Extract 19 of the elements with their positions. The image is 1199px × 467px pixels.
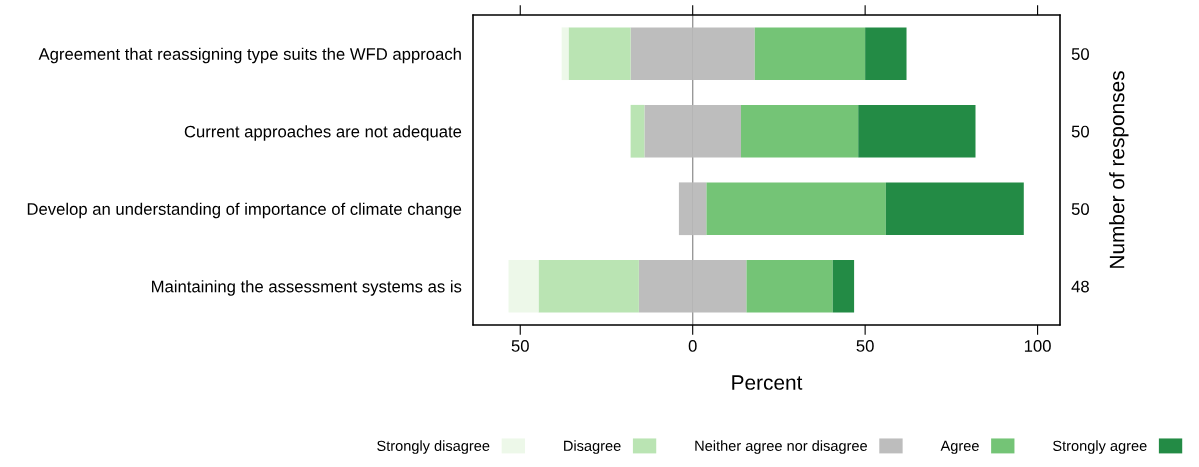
x-tick-label: 0 bbox=[688, 340, 697, 352]
legend-label: Strongly agree bbox=[1053, 440, 1147, 454]
y-tick-label: Maintaining the assessment systems as is bbox=[152, 280, 462, 296]
legend-label: Disagree bbox=[564, 440, 621, 454]
y2-tick-label: 48 bbox=[1071, 280, 1089, 293]
x-tick-label: 100 bbox=[1024, 340, 1051, 352]
legend-label: Neither agree nor disagree bbox=[695, 440, 867, 454]
y2-tick-label: 50 bbox=[1071, 48, 1089, 60]
y2-tick-label: 50 bbox=[1071, 203, 1089, 215]
x-tick-label: 50 bbox=[856, 340, 874, 352]
y-tick-label: Develop an understanding of importance of climate change bbox=[27, 202, 462, 219]
x-axis-title: Percent bbox=[732, 375, 803, 390]
legend-label: Strongly disagree bbox=[377, 440, 490, 454]
legend-label: Agree bbox=[940, 440, 979, 454]
y2-tick-label: 50 bbox=[1071, 125, 1089, 138]
y-tick-label: Current approaches are not adequate bbox=[184, 125, 462, 141]
y-tick-label: Agreement that reassigning type suits the WFD approach bbox=[38, 47, 461, 64]
x-tick-label: 50 bbox=[511, 340, 529, 352]
y2-axis-title: Number of responses bbox=[1109, 71, 1129, 268]
